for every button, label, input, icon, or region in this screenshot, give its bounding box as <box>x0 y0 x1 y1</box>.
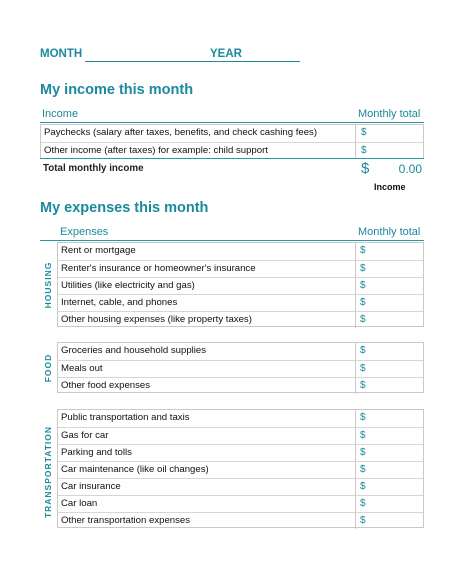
income-total-currency: $ <box>361 160 370 177</box>
income-col-label: Income <box>42 108 79 120</box>
expense-row: Car insurance $ <box>58 478 423 495</box>
expense-row-label: Rent or mortgage <box>61 245 136 256</box>
expenses-title: My expenses this month <box>40 200 209 216</box>
income-row: Paychecks (salary after taxes, benefits,… <box>41 125 423 142</box>
housing-table: Rent or mortgage $ Renter's insurance or … <box>57 242 424 328</box>
expense-row-currency[interactable]: $ <box>360 464 366 475</box>
expense-row: Other housing expenses (like property ta… <box>58 311 423 328</box>
income-total-value: 0.00 <box>398 162 422 176</box>
month-label: MONTH <box>40 48 83 60</box>
expense-row-currency[interactable]: $ <box>360 314 366 325</box>
expense-row-currency[interactable]: $ <box>360 447 366 458</box>
income-col-total: Monthly total <box>358 108 421 120</box>
income-row-label: Other income (after taxes) for example: … <box>44 145 268 156</box>
month-field[interactable] <box>85 61 250 62</box>
expense-row: Meals out $ <box>58 360 423 377</box>
expense-row-currency[interactable]: $ <box>360 481 366 492</box>
expense-row-label: Public transportation and taxis <box>61 412 190 423</box>
expense-row-label: Car insurance <box>61 481 121 492</box>
expense-row-currency[interactable]: $ <box>360 245 366 256</box>
expense-row: Car loan $ <box>58 495 423 512</box>
income-total-caption: Income <box>374 182 406 192</box>
transportation-table: Public transportation and taxis $ Gas for… <box>57 409 424 529</box>
expense-row: Parking and tolls $ <box>58 444 423 461</box>
expense-row-currency[interactable]: $ <box>360 515 366 526</box>
expense-row-currency[interactable]: $ <box>360 263 366 274</box>
income-table: Paychecks (salary after taxes, benefits,… <box>40 124 424 159</box>
expense-row-label: Internet, cable, and phones <box>61 297 178 308</box>
income-row-currency[interactable]: $ <box>361 145 367 156</box>
income-row: Other income (after taxes) for example: … <box>41 142 423 159</box>
expense-row-label: Other housing expenses (like property ta… <box>61 314 252 325</box>
expense-row: Groceries and household supplies $ <box>58 343 423 360</box>
expense-row: Car maintenance (like oil changes) $ <box>58 461 423 478</box>
expense-row-currency[interactable]: $ <box>360 280 366 291</box>
expenses-col-label: Expenses <box>60 226 109 238</box>
group-label-housing: HOUSING <box>43 261 53 309</box>
expense-row: Utilities (like electricity and gas) $ <box>58 277 423 294</box>
expense-row-label: Groceries and household supplies <box>61 345 207 356</box>
expense-row: Other transportation expenses $ <box>58 512 423 529</box>
expense-row-label: Car loan <box>61 498 98 509</box>
expense-row-currency[interactable]: $ <box>360 297 366 308</box>
expenses-header-rule <box>40 240 424 241</box>
expense-row-label: Other transportation expenses <box>61 515 191 526</box>
expense-row: Other food expenses $ <box>58 377 423 394</box>
month-year-header: MONTH YEAR <box>40 48 310 66</box>
expense-row-label: Meals out <box>61 363 103 374</box>
group-label-transportation: TRANSPORTATION <box>43 425 53 519</box>
food-table: Groceries and household supplies $ Meals … <box>57 342 424 394</box>
expense-row-label: Renter's insurance or homeowner's insura… <box>61 263 256 274</box>
expense-row-currency[interactable]: $ <box>360 430 366 441</box>
expense-row-currency[interactable]: $ <box>360 498 366 509</box>
expense-row: Public transportation and taxis $ <box>58 410 423 427</box>
expense-row-label: Other food expenses <box>61 380 151 391</box>
year-field[interactable] <box>242 61 300 62</box>
expense-row-currency[interactable]: $ <box>360 363 366 374</box>
income-row-currency[interactable]: $ <box>361 127 367 138</box>
income-total-row: Total monthly income $ 0.00 <box>40 158 424 181</box>
expense-row-label: Utilities (like electricity and gas) <box>61 280 195 291</box>
expense-row-currency[interactable]: $ <box>360 345 366 356</box>
expense-row-label: Car maintenance (like oil changes) <box>61 464 209 475</box>
income-total-label: Total monthly income <box>43 163 144 174</box>
expense-row: Gas for car $ <box>58 427 423 444</box>
expenses-col-total: Monthly total <box>358 226 421 238</box>
expense-row: Internet, cable, and phones $ <box>58 294 423 311</box>
income-row-label: Paychecks (salary after taxes, benefits,… <box>44 127 318 138</box>
expense-row: Rent or mortgage $ <box>58 243 423 260</box>
expense-row-label: Parking and tolls <box>61 447 132 458</box>
group-label-food: FOOD <box>43 353 53 383</box>
expense-row: Renter's insurance or homeowner's insura… <box>58 260 423 277</box>
expense-row-currency[interactable]: $ <box>360 412 366 423</box>
income-header-rule <box>40 122 424 123</box>
expense-row-currency[interactable]: $ <box>360 380 366 391</box>
expense-row-label: Gas for car <box>61 430 109 441</box>
income-title: My income this month <box>40 82 194 98</box>
year-label: YEAR <box>210 48 242 60</box>
